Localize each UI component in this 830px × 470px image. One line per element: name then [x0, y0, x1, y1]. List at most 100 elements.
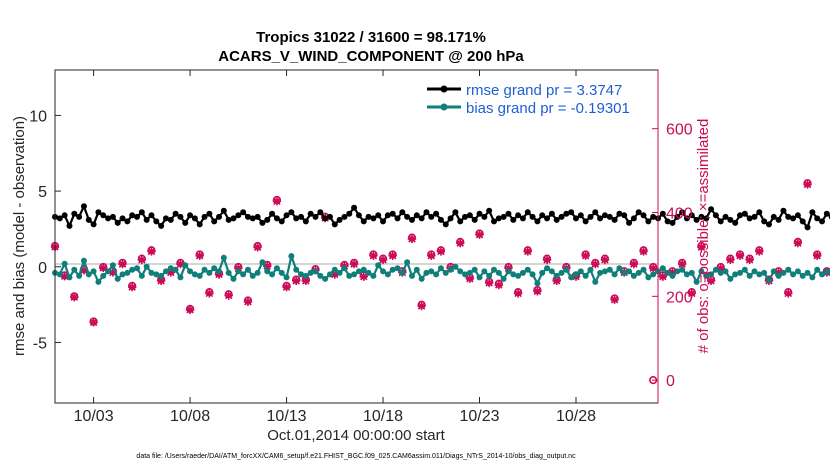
bias-point — [650, 271, 657, 278]
rmse-point — [244, 213, 251, 220]
obs-assimilated-point — [629, 259, 639, 269]
bias-point — [495, 269, 502, 276]
obs-assimilated-point — [417, 301, 426, 311]
bias-point — [428, 268, 435, 275]
bias-point — [635, 269, 642, 276]
rmse-point — [597, 215, 604, 222]
rmse-point — [548, 210, 555, 217]
bias-point — [611, 271, 618, 278]
rmse-point — [500, 213, 507, 220]
rmse-point — [235, 212, 242, 219]
rmse-point — [717, 218, 724, 225]
bias-point — [616, 265, 623, 272]
rmse-point — [577, 212, 584, 219]
obs-assimilated-point — [533, 287, 542, 296]
bias-point — [794, 268, 801, 275]
rmse-point — [413, 212, 420, 219]
rmse-point — [534, 218, 541, 225]
bias-point — [399, 269, 406, 276]
bias-point — [688, 269, 695, 276]
bias-point — [76, 272, 83, 279]
bias-point — [592, 278, 599, 285]
bias-point — [630, 272, 637, 279]
rmse-point — [360, 218, 367, 225]
rmse-point — [481, 213, 488, 220]
rmse-point — [592, 209, 599, 216]
bias-point — [148, 269, 155, 276]
obs-assimilated-point — [504, 264, 513, 273]
bias-point — [244, 266, 251, 273]
rmse-point — [558, 213, 565, 220]
bias-point — [703, 272, 710, 279]
bias-point — [201, 266, 208, 273]
obs-assimilated-point — [687, 289, 696, 298]
bias-point — [785, 266, 792, 273]
obs-assimilated-point — [648, 264, 658, 273]
rmse-point — [462, 213, 469, 220]
y-axis: -5 0 5 10 — [29, 108, 61, 352]
rmse-point — [457, 218, 464, 225]
bias-point — [196, 272, 203, 279]
y2-tick-label: 0 — [666, 373, 675, 390]
obs-assimilated-point — [658, 272, 668, 281]
bias-point — [437, 265, 444, 272]
bias-point — [490, 266, 497, 273]
rmse-point — [775, 216, 782, 223]
obs-assimilated-point — [330, 270, 339, 279]
rmse-point — [640, 212, 647, 219]
obs-assimilated-point — [735, 251, 745, 260]
bias-point — [447, 266, 454, 273]
rmse-point — [105, 215, 112, 222]
rmse-point — [799, 218, 806, 225]
rmse-point — [635, 209, 642, 216]
x-tick-label: 10/03 — [74, 408, 114, 425]
obs-assimilated-point — [784, 289, 793, 298]
bias-point — [394, 265, 401, 272]
y2-tick-label: 600 — [666, 122, 693, 139]
rmse-point — [196, 221, 203, 228]
rmse-point — [288, 209, 295, 216]
bias-point — [220, 254, 227, 261]
x-axis-label: Oct.01,2014 00:00:00 start — [267, 427, 445, 444]
bias-point — [384, 271, 391, 278]
rmse-point — [722, 213, 729, 220]
bias-point — [790, 271, 797, 278]
rmse-point — [674, 213, 681, 220]
rmse-point — [621, 212, 628, 219]
obs-assimilated-point — [369, 251, 378, 260]
rmse-point — [167, 216, 174, 223]
rmse-point — [606, 213, 613, 220]
rmse-point — [389, 210, 396, 217]
rmse-point — [780, 207, 787, 214]
y-axis-label: rmse and bias (model - observation) — [11, 116, 28, 356]
obs-assimilated-point — [542, 255, 552, 265]
bias-point — [722, 268, 729, 275]
obs-assimilated-point — [581, 251, 590, 260]
rmse-point — [785, 213, 792, 220]
rmse-point — [259, 219, 266, 226]
rmse-point — [182, 219, 189, 226]
obs-assimilated-point — [600, 255, 610, 265]
rmse-point — [162, 215, 169, 222]
bias-point — [153, 271, 160, 278]
rmse-point — [254, 213, 261, 220]
rmse-point — [66, 222, 73, 229]
rmse-point — [804, 224, 811, 231]
rmse-point — [601, 212, 608, 219]
rmse-point — [220, 207, 227, 214]
bias-point — [606, 266, 613, 273]
x-axis: 10/03 10/08 10/13 10/18 10/23 10/28 — [74, 70, 596, 425]
rmse-point — [732, 219, 739, 226]
bias-point — [775, 272, 782, 279]
bias-point — [61, 260, 68, 267]
rmse-point — [418, 215, 425, 222]
rmse-point — [819, 218, 826, 225]
rmse-point — [447, 215, 454, 222]
data-file-footnote: data file: /Users/raeder/DAI/ATM_forcXX/… — [136, 453, 576, 460]
rmse-point — [355, 212, 362, 219]
legend-bias-marker — [440, 103, 448, 111]
rmse-point — [336, 216, 343, 223]
bias-point — [712, 266, 719, 273]
obs-assimilated-point — [745, 255, 754, 265]
bias-point — [336, 269, 343, 276]
